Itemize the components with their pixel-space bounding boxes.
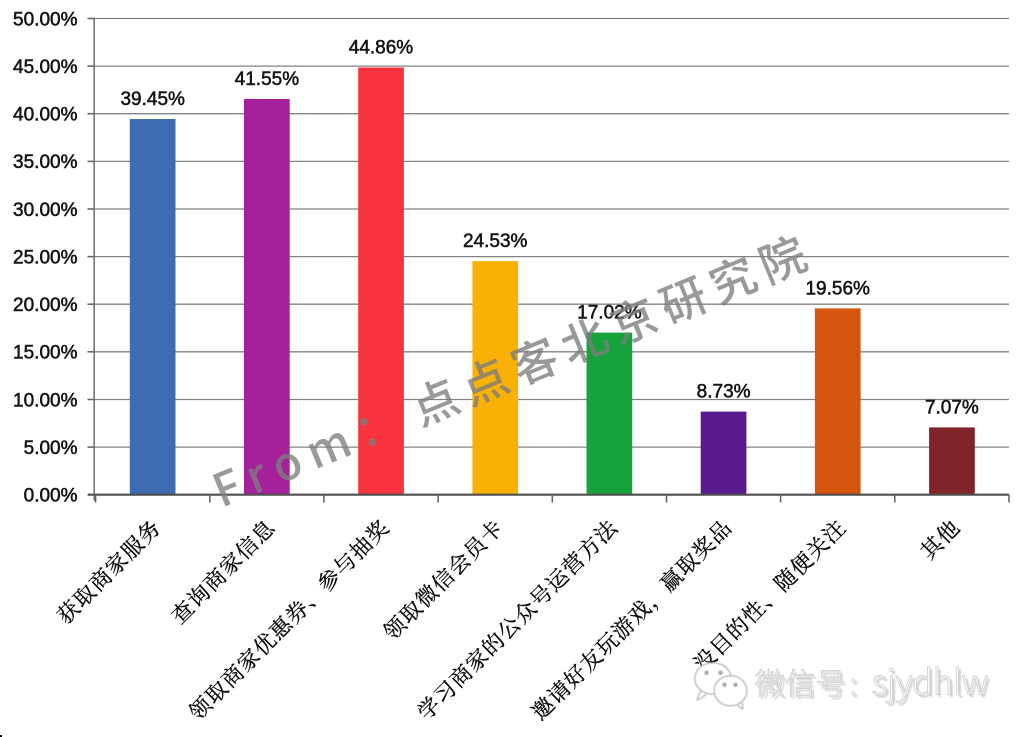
svg-text:40.00%: 40.00% <box>13 105 78 126</box>
svg-text:15.00%: 15.00% <box>13 343 78 364</box>
svg-text:8.73%: 8.73% <box>697 382 751 403</box>
svg-text:41.55%: 41.55% <box>235 69 300 90</box>
svg-text:19.56%: 19.56% <box>805 278 870 299</box>
svg-text:0.00%: 0.00% <box>24 486 78 507</box>
svg-text:25.00%: 25.00% <box>13 247 78 268</box>
svg-text:20.00%: 20.00% <box>13 295 78 316</box>
svg-text:10.00%: 10.00% <box>13 390 78 411</box>
svg-text:45.00%: 45.00% <box>13 57 78 78</box>
svg-text:30.00%: 30.00% <box>13 200 78 221</box>
svg-text:24.53%: 24.53% <box>463 231 528 252</box>
svg-text:39.45%: 39.45% <box>120 89 185 110</box>
svg-text:44.86%: 44.86% <box>349 38 414 59</box>
svg-text:50.00%: 50.00% <box>13 9 78 30</box>
svg-text:35.00%: 35.00% <box>13 152 78 173</box>
svg-text:7.07%: 7.07% <box>925 397 979 418</box>
svg-text:5.00%: 5.00% <box>24 438 78 459</box>
